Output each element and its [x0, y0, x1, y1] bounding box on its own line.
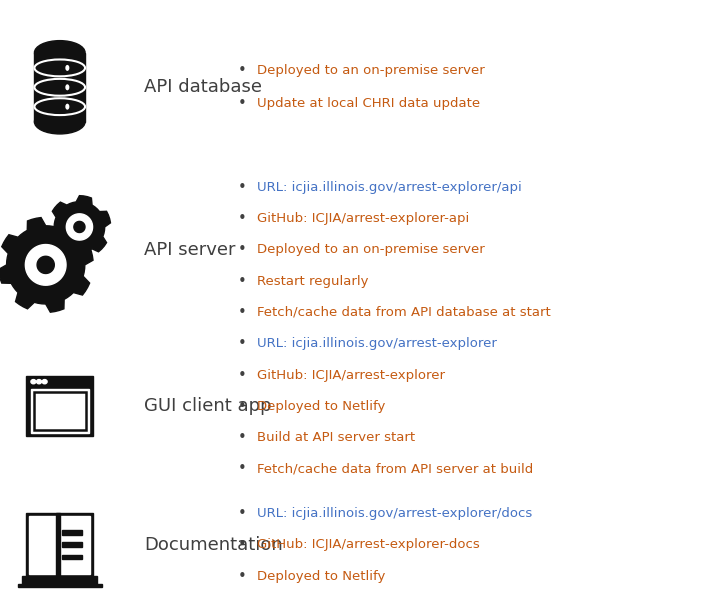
Bar: [18, 584, 102, 586]
Text: Deployed to an on-premise server: Deployed to an on-premise server: [257, 64, 484, 77]
Text: •: •: [238, 506, 247, 521]
Ellipse shape: [65, 104, 70, 110]
Text: GUI client app: GUI client app: [144, 397, 272, 415]
Bar: [60, 515, 90, 574]
Bar: [22, 577, 97, 584]
Text: Restart regularly: Restart regularly: [257, 275, 368, 288]
Bar: [27, 376, 93, 436]
Bar: [34, 53, 85, 122]
Text: URL: icjia.illinois.gov/arrest-explorer/api: URL: icjia.illinois.gov/arrest-explorer/…: [257, 181, 522, 194]
Text: GitHub: ICJIA/arrest-explorer: GitHub: ICJIA/arrest-explorer: [257, 368, 444, 382]
Text: •: •: [238, 569, 247, 583]
Text: •: •: [238, 180, 247, 194]
Text: •: •: [238, 96, 247, 111]
Text: •: •: [238, 305, 247, 320]
Circle shape: [31, 380, 36, 384]
Text: •: •: [238, 274, 247, 288]
Text: API database: API database: [144, 78, 262, 96]
Polygon shape: [0, 217, 93, 312]
Ellipse shape: [34, 110, 85, 134]
Text: •: •: [238, 211, 247, 226]
Text: GitHub: ICJIA/arrest-explorer-api: GitHub: ICJIA/arrest-explorer-api: [257, 212, 469, 225]
Text: •: •: [238, 243, 247, 257]
Text: URL: icjia.illinois.gov/arrest-explorer: URL: icjia.illinois.gov/arrest-explorer: [257, 337, 496, 350]
Text: Update at local CHRI data update: Update at local CHRI data update: [257, 98, 479, 110]
Polygon shape: [74, 222, 85, 232]
Text: Documentation: Documentation: [144, 536, 283, 554]
Text: •: •: [238, 462, 247, 476]
Bar: [62, 530, 82, 535]
Text: •: •: [238, 538, 247, 552]
Circle shape: [42, 380, 47, 384]
Ellipse shape: [34, 41, 85, 65]
Ellipse shape: [65, 84, 70, 90]
Text: •: •: [238, 337, 247, 351]
Polygon shape: [49, 196, 110, 258]
Polygon shape: [66, 214, 93, 240]
Bar: [27, 513, 93, 577]
Circle shape: [37, 380, 41, 384]
Text: Build at API server start: Build at API server start: [257, 431, 415, 444]
Bar: [56, 513, 60, 577]
Text: API server: API server: [144, 241, 236, 259]
Bar: [62, 554, 82, 559]
Polygon shape: [37, 256, 54, 273]
Text: GitHub: ICJIA/arrest-explorer-docs: GitHub: ICJIA/arrest-explorer-docs: [257, 538, 479, 551]
Text: •: •: [238, 63, 247, 78]
Text: Deployed to an on-premise server: Deployed to an on-premise server: [257, 243, 484, 256]
Text: •: •: [238, 399, 247, 414]
Text: Fetch/cache data from API server at build: Fetch/cache data from API server at buil…: [257, 462, 533, 476]
Text: •: •: [238, 368, 247, 382]
Polygon shape: [25, 244, 66, 285]
Bar: [30, 515, 56, 574]
Text: Deployed to Netlify: Deployed to Netlify: [257, 400, 385, 413]
Text: Fetch/cache data from API database at start: Fetch/cache data from API database at st…: [257, 306, 550, 319]
Text: URL: icjia.illinois.gov/arrest-explorer/docs: URL: icjia.illinois.gov/arrest-explorer/…: [257, 507, 532, 520]
Text: •: •: [238, 430, 247, 445]
Bar: [62, 542, 82, 547]
Text: Deployed to Netlify: Deployed to Netlify: [257, 569, 385, 583]
Bar: [34, 392, 86, 430]
Bar: [31, 389, 89, 433]
Ellipse shape: [65, 65, 70, 71]
